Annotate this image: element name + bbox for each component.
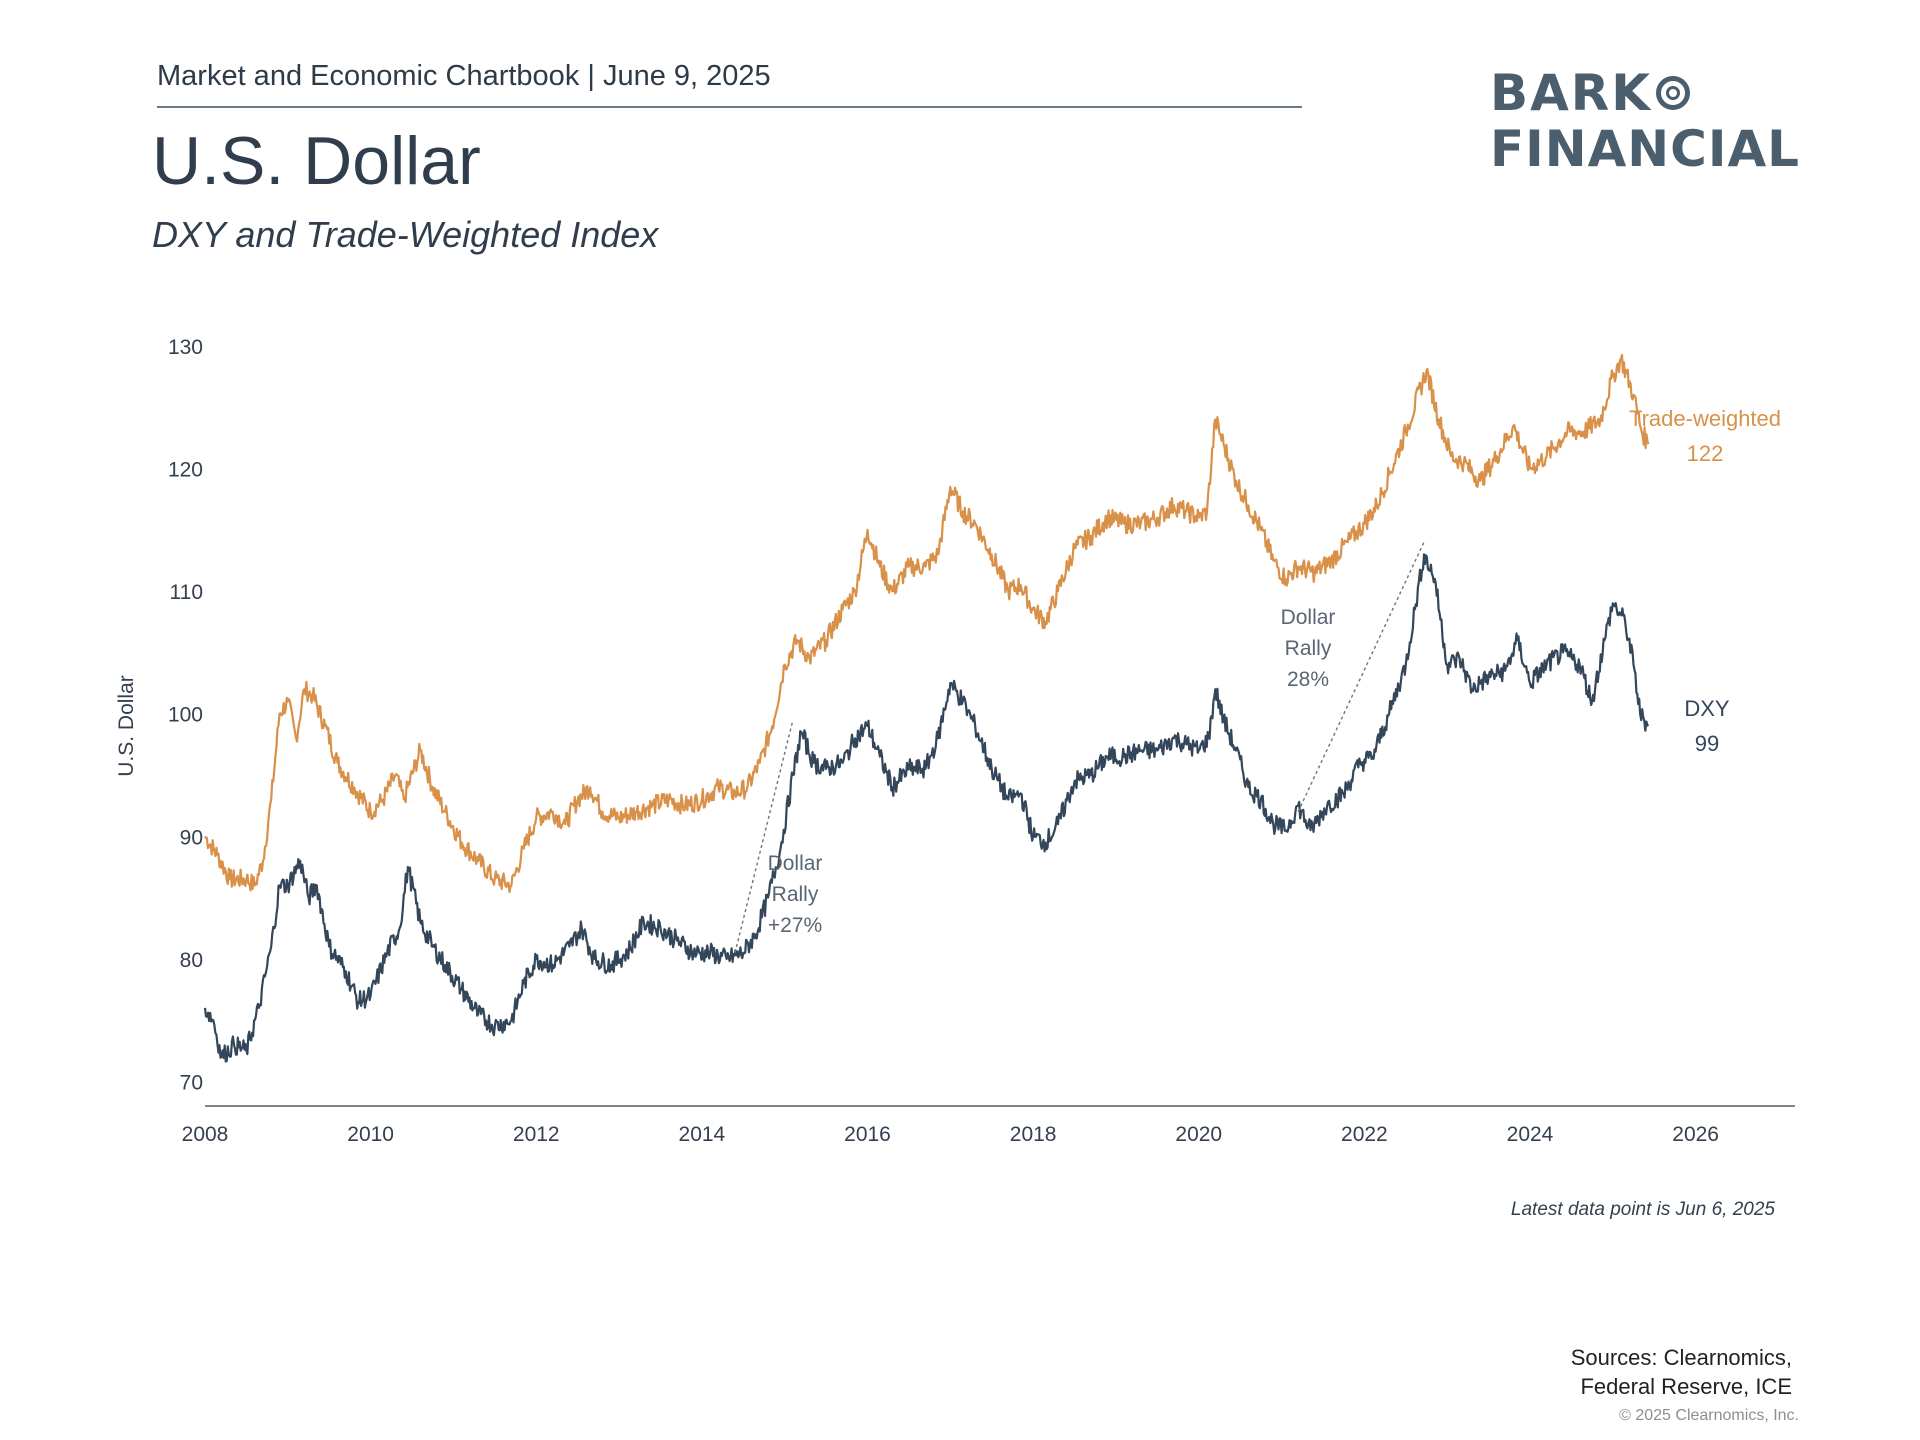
sources-note: Sources: Clearnomics, Federal Reserve, I… — [1380, 1343, 1792, 1401]
x-tick-label: 2012 — [513, 1123, 560, 1146]
header-divider — [157, 106, 1302, 108]
y-tick-label: 100 — [168, 704, 203, 727]
y-tick-label: 130 — [168, 336, 203, 359]
series-name-label: Trade-weighted — [1629, 406, 1781, 431]
y-axis-label: U.S. Dollar — [115, 675, 138, 777]
series-line-dxy — [203, 553, 1650, 1063]
sources-line-2: Federal Reserve, ICE — [1580, 1374, 1792, 1399]
chartbook-header: Market and Economic Chartbook | June 9, … — [157, 60, 771, 92]
rally-annotation-label: Dollar — [1281, 606, 1336, 629]
x-tick-label: 2008 — [182, 1123, 229, 1146]
rally-annotation-label: +27% — [768, 914, 822, 937]
rally-annotation-label: Rally — [772, 883, 819, 906]
logo-word-bark: BARK — [1490, 64, 1653, 122]
rally-trend-line — [1297, 541, 1425, 813]
latest-data-note: Latest data point is Jun 6, 2025 — [1510, 1199, 1775, 1220]
series-line-trade-weighted — [204, 353, 1650, 894]
x-tick-label: 2026 — [1672, 1123, 1719, 1146]
rally-annotation-label: 28% — [1287, 668, 1329, 691]
y-tick-label: 120 — [168, 459, 203, 482]
series-end-value: 99 — [1695, 731, 1719, 756]
page-title: U.S. Dollar — [152, 123, 481, 199]
brand-logo: BARK FINANCIAL — [1490, 68, 1800, 174]
series-end-value: 122 — [1687, 441, 1724, 466]
rally-annotation-label: Dollar — [768, 852, 823, 875]
logo-word-financial: FINANCIAL — [1490, 120, 1801, 178]
y-tick-label: 90 — [180, 826, 203, 849]
x-tick-label: 2018 — [1010, 1123, 1057, 1146]
y-tick-label: 70 — [180, 1071, 203, 1094]
y-tick-label: 110 — [170, 581, 203, 604]
x-tick-label: 2022 — [1341, 1123, 1388, 1146]
x-tick-label: 2016 — [844, 1123, 891, 1146]
x-tick-label: 2024 — [1507, 1123, 1554, 1146]
logo-ring-icon — [1656, 76, 1691, 110]
rally-trend-line — [734, 719, 794, 953]
series-name-label: DXY — [1684, 696, 1730, 721]
x-tick-label: 2020 — [1175, 1123, 1222, 1146]
copyright: © 2025 Clearnomics, Inc. — [1619, 1407, 1799, 1424]
x-tick-label: 2014 — [679, 1123, 726, 1146]
rally-annotation-label: Rally — [1285, 637, 1332, 660]
page-subtitle: DXY and Trade-Weighted Index — [152, 214, 659, 255]
sources-line-1: Sources: Clearnomics, — [1570, 1345, 1792, 1370]
y-tick-label: 80 — [180, 949, 203, 972]
x-tick-label: 2010 — [347, 1123, 394, 1146]
